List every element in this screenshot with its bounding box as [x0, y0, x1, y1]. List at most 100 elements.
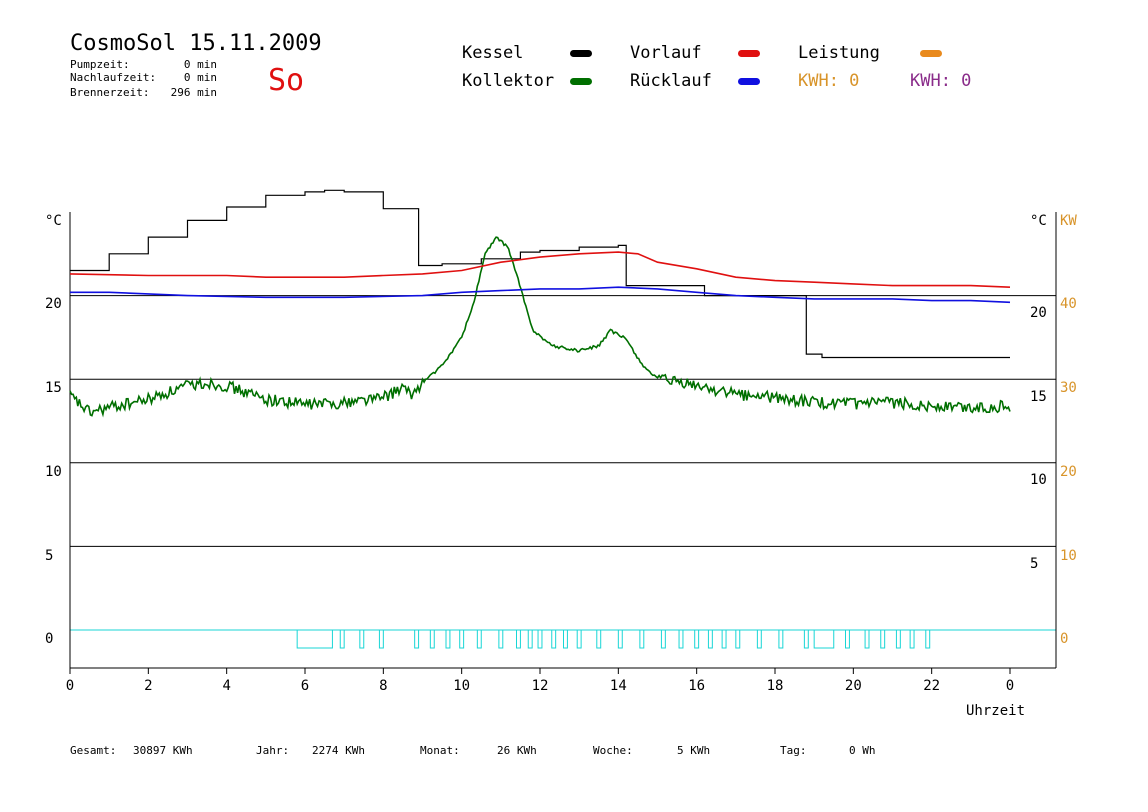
- series-kessel-line: [70, 189, 1010, 359]
- x-tick-labels: 0 2 4 6 8 10 12 14 16 18 20 22 0: [66, 668, 1014, 694]
- y-tick-right: 20: [1030, 305, 1047, 321]
- series-ruecklauf-line: [70, 286, 1011, 304]
- y-tick-labels-right: 20 15 10 5: [1030, 305, 1047, 572]
- footer-woche-label: Woche:: [593, 744, 633, 757]
- pump-run-marker: [660, 629, 666, 649]
- kwh-orange-label: KWH: 0: [798, 71, 859, 91]
- pump-run-marker: [339, 629, 345, 649]
- kw-tick: 20: [1060, 464, 1077, 480]
- footer-monat-label: Monat:: [420, 744, 460, 757]
- pump-run-marker: [551, 629, 557, 649]
- pump-run-marker: [756, 629, 762, 649]
- pump-run-marker: [864, 629, 870, 649]
- pump-run-marker: [429, 629, 435, 649]
- post-run-time-label: Nachlaufzeit:: [70, 71, 156, 84]
- pump-run-marker: [527, 629, 533, 649]
- legend-kessel-label: Kessel: [462, 43, 523, 63]
- pump-run-marker: [576, 629, 582, 649]
- kw-tick: 40: [1060, 296, 1077, 312]
- post-run-time-value: 0 min: [184, 71, 217, 84]
- gridlines: [70, 295, 1056, 631]
- legend-ruecklauf-label: Rücklauf: [630, 71, 712, 91]
- y-tick-right: 10: [1030, 472, 1047, 488]
- x-tick-label: 14: [610, 678, 627, 694]
- legend-kollektor-label: Kollektor: [462, 71, 554, 91]
- footer-gesamt-label: Gesamt:: [70, 744, 116, 757]
- kw-tick-labels: 40 30 20 10 0: [1060, 296, 1077, 647]
- pump-run-marker: [694, 629, 700, 649]
- pump-run-marker: [537, 629, 543, 649]
- legend-kollektor-swatch: [570, 78, 592, 85]
- pump-run-marker: [378, 629, 384, 649]
- x-tick-label: 22: [923, 678, 940, 694]
- pump-run-marker: [414, 629, 420, 649]
- burner-time-label: Brennerzeit:: [70, 86, 149, 99]
- y-tick-left: 10: [45, 464, 62, 480]
- kw-unit: KW: [1060, 213, 1077, 229]
- pump-run-marker: [880, 629, 886, 649]
- x-tick-label: 6: [301, 678, 309, 694]
- series-vorlauf-line: [69, 251, 1011, 288]
- y-tick-right: 15: [1030, 389, 1047, 405]
- x-tick-label: 12: [532, 678, 549, 694]
- kwh-purple-label: KWH: 0: [910, 71, 971, 91]
- x-tick-label: 8: [379, 678, 387, 694]
- pump-time-label: Pumpzeit:: [70, 58, 130, 71]
- legend-leistung-label: Leistung: [798, 43, 880, 63]
- pump-runs: [296, 629, 931, 649]
- pump-time-value: 0 min: [184, 58, 217, 71]
- footer-jahr-value: 2274 KWh: [312, 744, 365, 757]
- series-kollektor-line: [69, 236, 1011, 418]
- x-axis-title: Uhrzeit: [966, 703, 1025, 719]
- x-tick-label: 20: [845, 678, 862, 694]
- pump-run-marker: [925, 629, 931, 649]
- legend-leistung-swatch: [920, 50, 942, 57]
- pump-run-marker: [617, 629, 623, 649]
- legend-vorlauf-label: Vorlauf: [630, 43, 702, 63]
- y-tick-left: 5: [45, 548, 53, 564]
- footer-gesamt-value: 30897 KWh: [133, 744, 193, 757]
- x-tick-label: 16: [688, 678, 705, 694]
- weekday-label: So: [268, 63, 304, 98]
- y-tick-left: 15: [45, 380, 62, 396]
- burner-time-value: 296 min: [171, 86, 217, 99]
- pump-run-marker: [296, 629, 333, 649]
- legend-kessel-swatch: [570, 50, 592, 57]
- y-tick-left: 20: [45, 296, 62, 312]
- kw-tick: 0: [1060, 631, 1068, 647]
- legend-ruecklauf-swatch: [738, 78, 760, 85]
- pump-run-marker: [845, 629, 850, 649]
- x-tick-label: 18: [767, 678, 784, 694]
- pump-run-marker: [813, 629, 835, 649]
- pump-run-marker: [563, 629, 568, 649]
- legend-vorlauf-swatch: [738, 50, 760, 57]
- pump-run-marker: [476, 629, 482, 649]
- pump-run-marker: [516, 629, 521, 649]
- y-tick-labels-left: 20 15 10 5 0: [45, 296, 62, 647]
- y-unit-left: °C: [45, 213, 62, 229]
- x-tick-label: 4: [222, 678, 230, 694]
- chart-title: CosmoSol 15.11.2009: [70, 31, 322, 56]
- kw-tick: 30: [1060, 380, 1077, 396]
- y-tick-right: 5: [1030, 556, 1038, 572]
- pump-run-marker: [498, 629, 504, 649]
- y-unit-right: °C: [1030, 213, 1047, 229]
- pump-run-marker: [909, 629, 915, 649]
- kw-tick: 10: [1060, 548, 1077, 564]
- footer-tag-value: 0 Wh: [849, 744, 876, 757]
- footer-jahr-label: Jahr:: [256, 744, 289, 757]
- footer-monat-value: 26 KWh: [497, 744, 537, 757]
- x-tick-label: 2: [144, 678, 152, 694]
- pump-run-marker: [895, 629, 901, 649]
- x-tick-label: 0: [1006, 678, 1014, 694]
- pump-run-marker: [778, 629, 784, 649]
- pump-run-marker: [596, 629, 602, 649]
- pump-run-marker: [803, 629, 809, 649]
- x-tick-label: 10: [453, 678, 470, 694]
- pump-run-marker: [445, 629, 451, 649]
- pump-run-marker: [735, 629, 741, 649]
- footer-tag-label: Tag:: [780, 744, 807, 757]
- pump-run-marker: [721, 629, 727, 649]
- pump-run-marker: [639, 629, 645, 649]
